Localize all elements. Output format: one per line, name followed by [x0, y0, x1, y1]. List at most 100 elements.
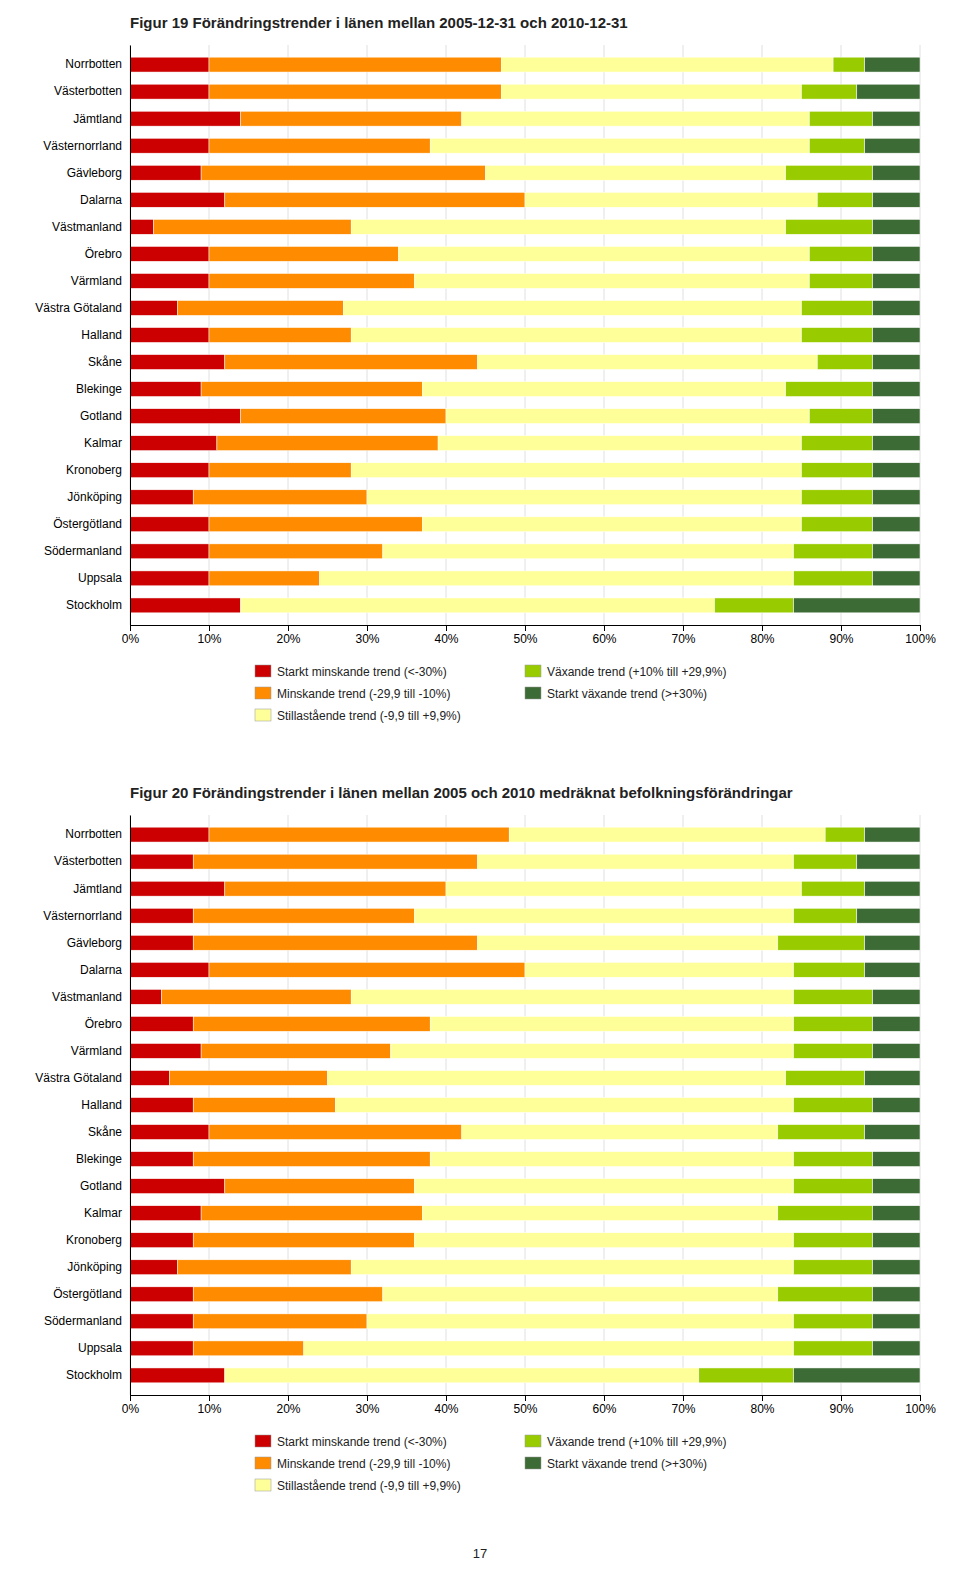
- bar: [873, 219, 920, 234]
- bar: [414, 1233, 793, 1248]
- bar: [873, 436, 920, 451]
- y-tick-label: Västra Götaland: [35, 301, 122, 315]
- bar: [825, 827, 865, 842]
- bar: [802, 463, 873, 478]
- bar: [865, 827, 920, 842]
- y-tick: Jönköping: [67, 490, 122, 504]
- bar: [130, 382, 201, 397]
- y-tick-label: Uppsala: [78, 571, 122, 585]
- bar: [778, 1206, 873, 1221]
- y-tick-label: Södermanland: [44, 1314, 122, 1328]
- y-tick-label: Norrbotten: [65, 57, 122, 71]
- bar: [873, 571, 920, 586]
- bar: [343, 301, 801, 316]
- bar: [873, 1152, 920, 1167]
- y-tick-label: Västra Götaland: [35, 1071, 122, 1085]
- legend-swatch: [255, 665, 271, 677]
- bar: [241, 111, 462, 126]
- bar: [873, 463, 920, 478]
- legend-item: Minskande trend (-29,9 till -10%): [255, 1457, 450, 1471]
- bar: [786, 382, 873, 397]
- bar: [241, 409, 446, 424]
- bar: [809, 138, 864, 153]
- bar: [478, 935, 778, 950]
- y-tick: Blekinge: [76, 382, 122, 396]
- x-tick-mark: [209, 1395, 210, 1401]
- y-tick: Skåne: [88, 355, 122, 369]
- bar: [414, 908, 793, 923]
- bar: [217, 436, 438, 451]
- x-tick-label: 0%: [122, 1402, 140, 1416]
- legend-swatch: [525, 1457, 541, 1469]
- bar: [501, 84, 801, 99]
- bar: [794, 1314, 873, 1329]
- bar: [809, 111, 872, 126]
- y-tick: Örebro: [85, 1017, 123, 1031]
- bar: [130, 935, 193, 950]
- bar: [209, 328, 351, 343]
- bar: [430, 1016, 793, 1031]
- bar: [873, 192, 920, 207]
- y-tick: Skåne: [88, 1125, 122, 1139]
- bar: [802, 881, 865, 896]
- y-tick-label: Västernorrland: [43, 909, 122, 923]
- x-tick-label: 30%: [355, 632, 379, 646]
- bar: [802, 301, 873, 316]
- y-tick: Kronoberg: [66, 1233, 122, 1247]
- bar: [130, 881, 225, 896]
- legend-item: Växande trend (+10% till +29,9%): [525, 665, 726, 679]
- y-tick: Gävleborg: [67, 166, 122, 180]
- x-tick: 60%: [592, 1395, 616, 1416]
- bar: [225, 192, 525, 207]
- y-tick-label: Västerbotten: [54, 854, 122, 868]
- bar: [865, 1071, 920, 1086]
- x-tick: 80%: [750, 625, 774, 646]
- y-axis-line: [130, 46, 131, 626]
- bar: [201, 165, 485, 180]
- chart: Figur 19 Förändringstrender i länen mell…: [35, 14, 936, 723]
- bar: [873, 301, 920, 316]
- x-tick: 0%: [122, 625, 140, 646]
- bar: [802, 328, 873, 343]
- x-tick-label: 50%: [513, 1402, 537, 1416]
- bar: [130, 962, 209, 977]
- bar: [857, 854, 920, 869]
- bar: [786, 1071, 865, 1086]
- bar: [873, 1206, 920, 1221]
- bar: [794, 1016, 873, 1031]
- x-tick-label: 30%: [355, 1402, 379, 1416]
- y-tick-label: Gävleborg: [67, 166, 122, 180]
- bar: [225, 1179, 415, 1194]
- y-tick: Uppsala: [78, 571, 122, 585]
- x-tick-label: 40%: [434, 632, 458, 646]
- y-tick-label: Kronoberg: [66, 463, 122, 477]
- legend-label: Starkt växande trend (>+30%): [547, 687, 707, 701]
- bar: [130, 1314, 193, 1329]
- grid-line: [130, 45, 131, 625]
- y-tick-label: Kronoberg: [66, 1233, 122, 1247]
- bar: [501, 57, 833, 72]
- x-tick-label: 80%: [750, 632, 774, 646]
- bar: [130, 57, 209, 72]
- x-tick-mark: [130, 625, 131, 631]
- y-tick-label: Dalarna: [80, 193, 122, 207]
- bar: [130, 273, 209, 288]
- bar: [209, 827, 509, 842]
- bar: [817, 192, 872, 207]
- y-tick: Östergötland: [53, 1287, 122, 1301]
- bar: [857, 908, 920, 923]
- x-tick-label: 10%: [197, 632, 221, 646]
- x-tick: 10%: [197, 1395, 221, 1416]
- bar: [873, 1287, 920, 1302]
- bar: [351, 989, 793, 1004]
- x-tick-mark: [683, 1395, 684, 1401]
- y-tick: Västmanland: [52, 220, 122, 234]
- bar: [130, 854, 193, 869]
- series: [699, 827, 873, 1383]
- y-tick-label: Stockholm: [66, 598, 122, 612]
- bar: [209, 57, 501, 72]
- y-tick-label: Jämtland: [73, 112, 122, 126]
- bar: [383, 544, 794, 559]
- bar: [865, 57, 920, 72]
- bar: [201, 1206, 422, 1221]
